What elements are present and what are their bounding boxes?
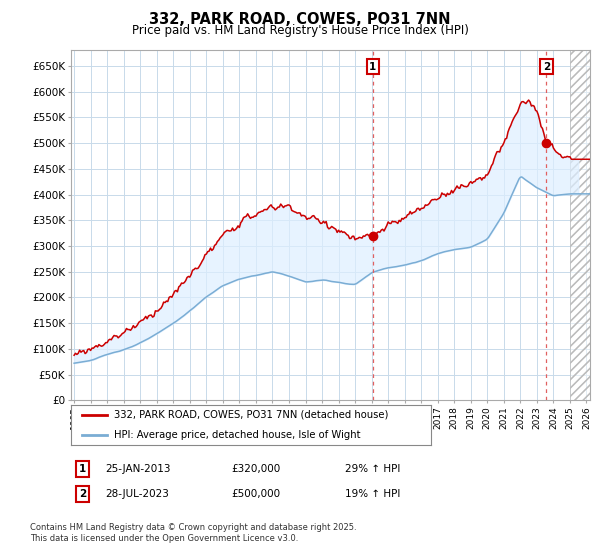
Text: 332, PARK ROAD, COWES, PO31 7NN: 332, PARK ROAD, COWES, PO31 7NN bbox=[149, 12, 451, 27]
Bar bbox=[570, 50, 590, 400]
Text: Price paid vs. HM Land Registry's House Price Index (HPI): Price paid vs. HM Land Registry's House … bbox=[131, 24, 469, 37]
Text: £500,000: £500,000 bbox=[231, 489, 280, 499]
Text: HPI: Average price, detached house, Isle of Wight: HPI: Average price, detached house, Isle… bbox=[114, 430, 361, 440]
Text: 19% ↑ HPI: 19% ↑ HPI bbox=[345, 489, 400, 499]
Bar bbox=[570, 50, 590, 400]
Text: 1: 1 bbox=[79, 464, 86, 474]
Text: 1: 1 bbox=[369, 62, 376, 72]
Text: Contains HM Land Registry data © Crown copyright and database right 2025.
This d: Contains HM Land Registry data © Crown c… bbox=[30, 524, 356, 543]
Text: 28-JUL-2023: 28-JUL-2023 bbox=[105, 489, 169, 499]
Text: 29% ↑ HPI: 29% ↑ HPI bbox=[345, 464, 400, 474]
Text: 2: 2 bbox=[79, 489, 86, 499]
Text: 25-JAN-2013: 25-JAN-2013 bbox=[105, 464, 170, 474]
Text: 2: 2 bbox=[543, 62, 550, 72]
Text: £320,000: £320,000 bbox=[231, 464, 280, 474]
Text: 332, PARK ROAD, COWES, PO31 7NN (detached house): 332, PARK ROAD, COWES, PO31 7NN (detache… bbox=[114, 410, 388, 420]
